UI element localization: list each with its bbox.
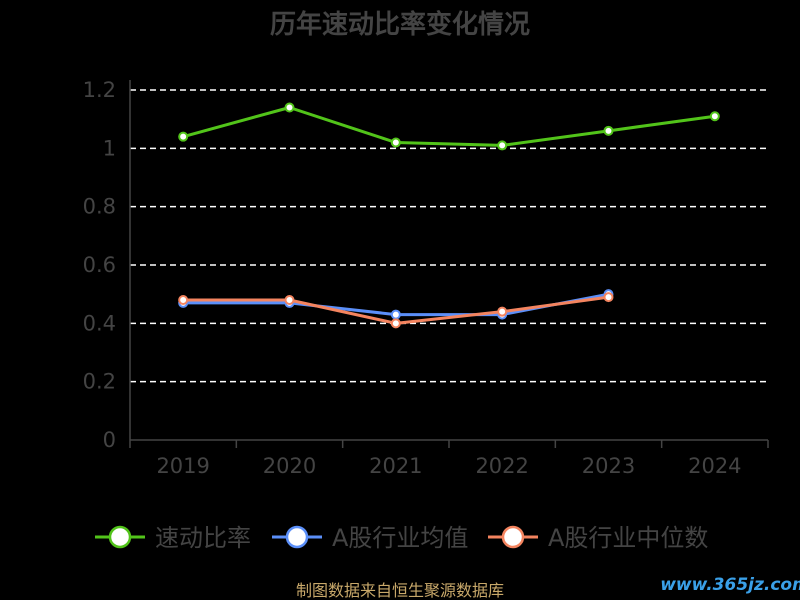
series-line-0 xyxy=(182,106,716,147)
x-tick-label: 2023 xyxy=(582,454,635,478)
legend-label: A股行业均值 xyxy=(332,524,468,552)
y-tick-label: 0.8 xyxy=(83,195,116,219)
data-point xyxy=(603,125,614,136)
watermark-logo: www.365jz.com xyxy=(660,575,800,595)
data-point xyxy=(284,295,295,305)
y-tick-label: 0.2 xyxy=(83,370,116,394)
chart-title: 历年速动比率变化情况 xyxy=(270,9,530,40)
legend-marker xyxy=(501,525,525,549)
x-tick-label: 2020 xyxy=(263,454,316,478)
legend: 速动比率 A股行业均值 A股行业中位数 xyxy=(95,524,708,552)
data-point xyxy=(178,131,189,142)
grid-lines xyxy=(130,89,768,383)
legend-label: A股行业中位数 xyxy=(548,524,708,552)
y-tick-label: 0.4 xyxy=(83,311,116,335)
data-point xyxy=(178,295,189,305)
series-lines xyxy=(178,102,720,329)
data-point xyxy=(390,137,401,148)
x-tick-label: 2022 xyxy=(475,454,528,478)
data-point xyxy=(390,318,401,329)
x-tick-label: 2024 xyxy=(688,454,741,478)
axes: 0 0.2 0.4 0.6 0.8 1 1.2 2019 2020 2021 2022 2023 202… xyxy=(83,78,769,478)
x-tick-label: 2021 xyxy=(369,454,422,478)
x-tick-label: 2019 xyxy=(156,454,209,478)
y-tick-label: 1.2 xyxy=(83,78,116,102)
data-point xyxy=(390,309,401,320)
data-point xyxy=(709,111,720,122)
legend-marker xyxy=(285,525,309,549)
data-point xyxy=(284,102,295,113)
y-tick-label: 1 xyxy=(103,136,116,160)
y-tick-label: 0 xyxy=(103,428,116,452)
legend-marker xyxy=(108,525,132,549)
y-tick-label: 0.6 xyxy=(83,253,116,277)
source-note: 制图数据来自恒生聚源数据库 xyxy=(296,581,504,600)
legend-label: 速动比率 xyxy=(155,524,251,552)
data-point xyxy=(497,140,508,151)
data-point xyxy=(497,306,508,317)
data-point xyxy=(603,292,614,303)
